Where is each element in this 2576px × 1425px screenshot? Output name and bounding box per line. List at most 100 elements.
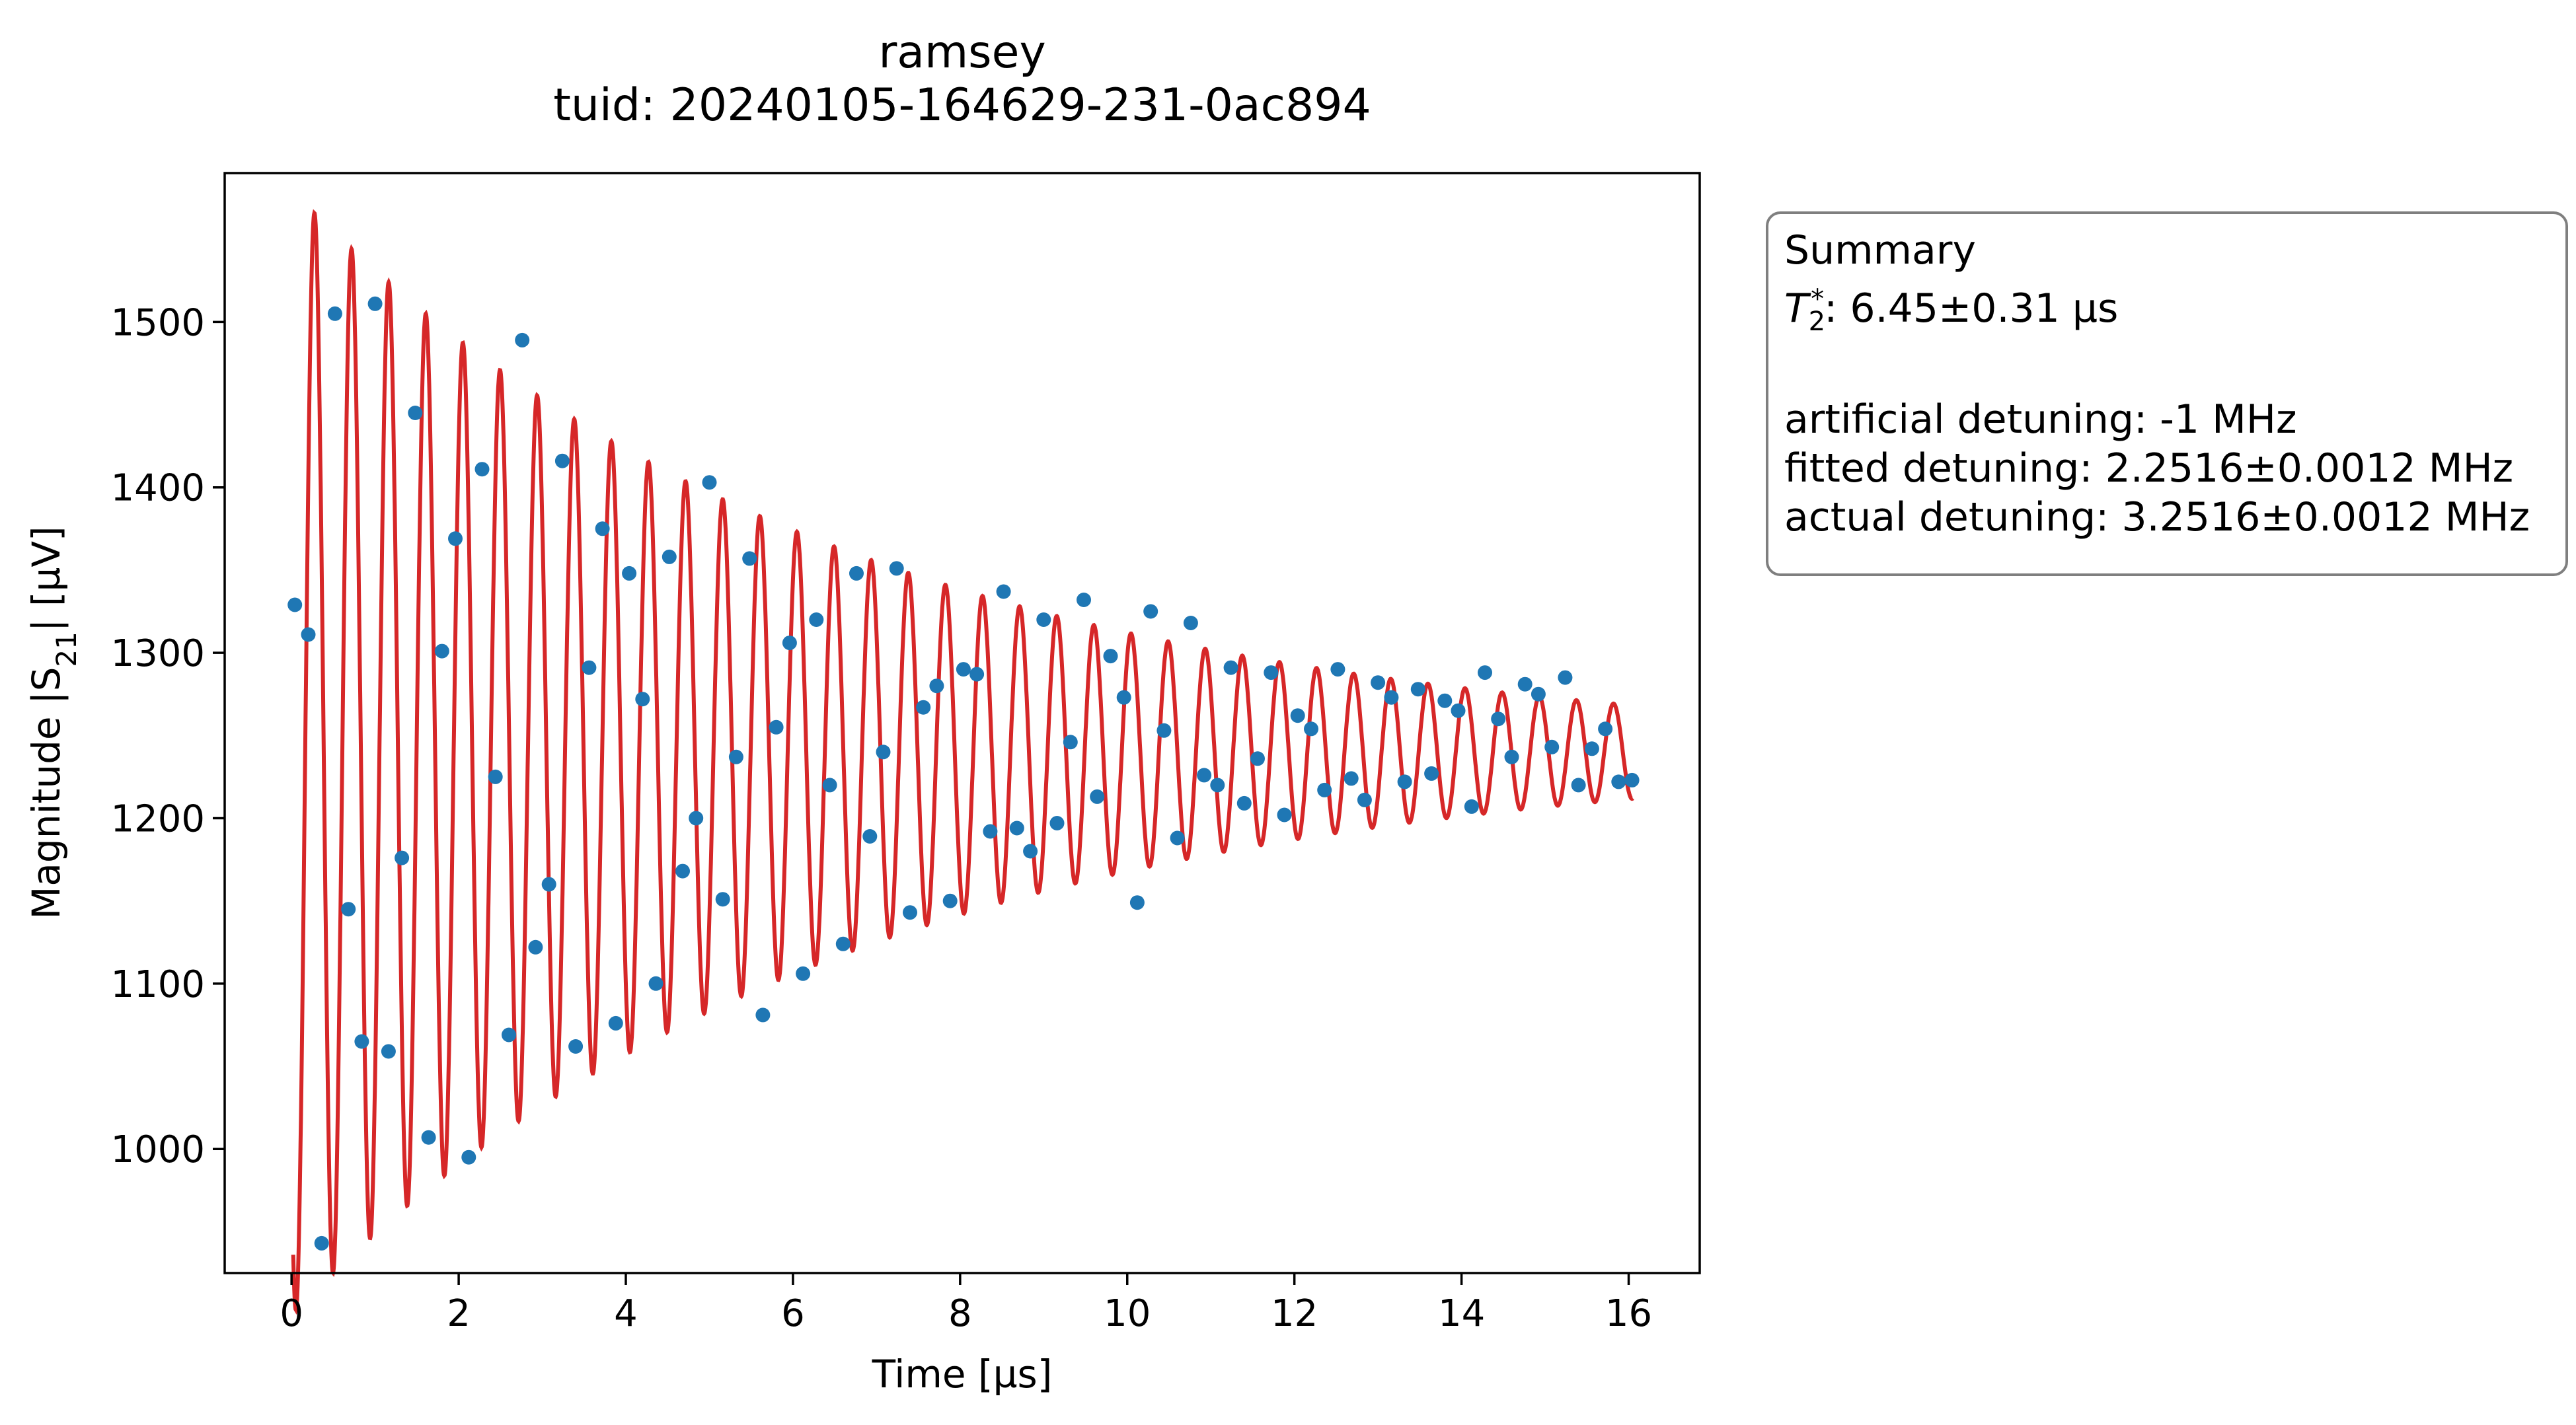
data-point (1517, 676, 1533, 692)
data-point (461, 1150, 476, 1165)
data-point (1451, 703, 1466, 718)
data-point (1531, 686, 1546, 702)
data-point (395, 850, 410, 865)
data-point (662, 549, 677, 564)
data-point (448, 531, 463, 546)
data-point (889, 561, 904, 576)
data-point (903, 905, 917, 920)
data-point (1598, 721, 1613, 737)
y-tick-label: 1400 (110, 467, 205, 510)
data-point (1077, 593, 1091, 607)
data-point (796, 966, 811, 981)
x-tick-label: 8 (948, 1292, 972, 1335)
data-point (715, 892, 730, 907)
data-point (434, 643, 449, 659)
x-axis-label: Time [µs] (872, 1352, 1053, 1397)
t2-subscript: 2 (1808, 307, 1826, 337)
data-point (301, 627, 316, 642)
data-point (1464, 799, 1479, 814)
data-point (1330, 662, 1345, 677)
data-point (1317, 782, 1332, 797)
data-point (568, 1039, 584, 1054)
data-point (474, 462, 490, 477)
data-point (1357, 792, 1372, 807)
summary-box: Summary T2*: 6.45±0.31 µs artificial det… (1766, 211, 2568, 576)
data-point (1116, 690, 1131, 705)
data-point (1504, 749, 1519, 764)
data-point (541, 877, 556, 892)
data-point (1210, 778, 1225, 793)
data-point (1143, 604, 1158, 619)
data-point (381, 1044, 396, 1059)
data-point (1571, 778, 1586, 793)
data-point (1304, 721, 1318, 737)
data-point (849, 566, 864, 581)
y-tick-label: 1500 (110, 301, 205, 344)
y-tick-label: 1000 (110, 1128, 205, 1171)
data-point (1558, 670, 1573, 685)
data-point (1371, 675, 1386, 690)
data-point (622, 566, 637, 581)
data-point (554, 453, 570, 468)
x-tick-label: 4 (614, 1292, 638, 1335)
data-point (728, 749, 743, 764)
data-point (421, 1130, 436, 1145)
data-point (942, 893, 958, 908)
summary-spacer (1784, 346, 2550, 395)
data-point (1264, 665, 1279, 680)
data-point (1410, 682, 1425, 697)
data-point (1277, 807, 1292, 822)
data-point (408, 406, 423, 420)
x-tick-label: 10 (1104, 1292, 1151, 1335)
data-point (314, 1235, 329, 1251)
data-point (1250, 751, 1265, 766)
data-point (1290, 708, 1305, 723)
data-point (528, 939, 543, 955)
data-point (1344, 771, 1359, 786)
data-point (996, 584, 1011, 599)
t2-symbol: T (1784, 285, 1809, 332)
x-tick-label: 2 (447, 1292, 471, 1335)
data-point (1478, 665, 1492, 680)
y-tick-label: 1100 (110, 963, 205, 1006)
y-tick-label: 1300 (110, 632, 205, 675)
data-point (675, 863, 690, 879)
data-point (689, 811, 704, 826)
summary-actual-detuning: actual detuning: 3.2516±0.0012 MHz (1784, 494, 2530, 540)
data-point (969, 667, 985, 682)
data-point (1170, 830, 1185, 846)
t2-superscript: * (1811, 284, 1825, 314)
data-point (287, 597, 303, 612)
data-point (1103, 649, 1118, 664)
data-point (769, 719, 784, 735)
axes-frame (223, 172, 1701, 1274)
data-point (488, 769, 503, 784)
data-point (1156, 723, 1172, 738)
x-tick-label: 14 (1438, 1292, 1485, 1335)
data-point (1049, 816, 1065, 830)
data-point (1491, 712, 1506, 727)
data-point (983, 824, 998, 839)
x-tick-label: 16 (1605, 1292, 1652, 1335)
summary-artificial-detuning: artificial detuning: -1 MHz (1784, 396, 2297, 443)
data-point (1544, 739, 1560, 754)
data-point (876, 745, 891, 760)
data-point (1424, 766, 1439, 781)
x-tick-label: 12 (1271, 1292, 1318, 1335)
data-point (1009, 821, 1024, 836)
chart-subtitle: tuid: 20240105-164629-231-0ac894 (553, 79, 1371, 131)
data-point (327, 306, 342, 321)
data-point (782, 636, 797, 651)
data-point (1611, 774, 1626, 789)
y-axis-label: Magnitude |S21| [µV] (24, 526, 83, 919)
data-point (809, 612, 824, 627)
data-point (595, 521, 610, 536)
data-point (929, 678, 944, 694)
data-point (1236, 795, 1252, 811)
data-point (835, 936, 851, 951)
x-tick-label: 0 (280, 1292, 303, 1335)
data-point (916, 700, 931, 715)
data-point (1384, 690, 1399, 705)
